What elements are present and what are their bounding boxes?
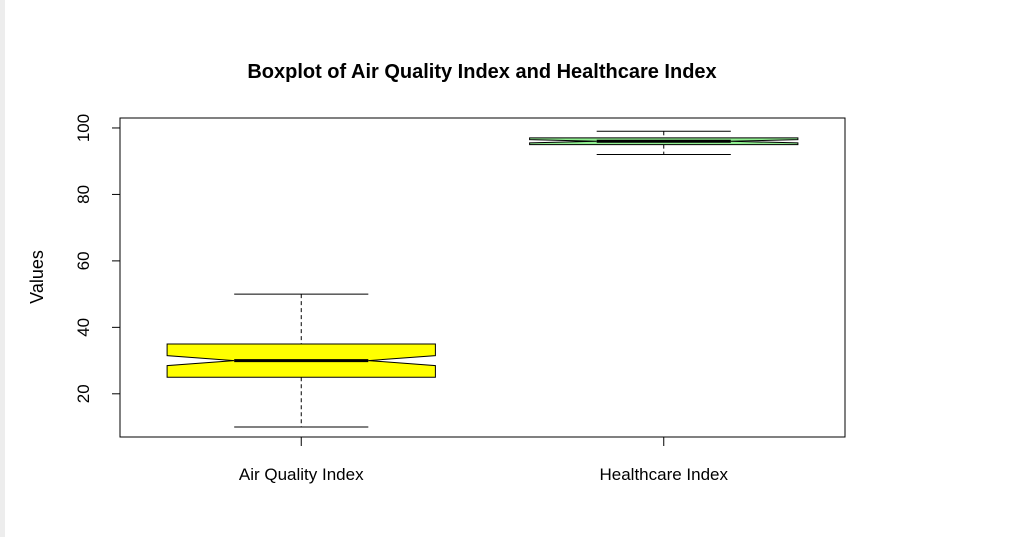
box-1 [529,130,799,156]
plot-area-border [119,117,846,438]
y-axis-title: Values [27,250,47,304]
boxes [166,130,799,428]
box-0 [166,293,436,428]
boxplot-chart: Boxplot of Air Quality Index and Healthc… [27,61,846,484]
y-tick-label-4: 100 [74,114,93,142]
x-tick-label-1: Healthcare Index [599,465,728,484]
x-tick-label-0: Air Quality Index [239,465,364,484]
y-tick-label-1: 40 [74,318,93,337]
y-axis: 20 40 60 80 100 [74,114,121,403]
chart-title: Boxplot of Air Quality Index and Healthc… [247,61,716,83]
x-axis: Air Quality Index Healthcare Index [239,437,729,484]
y-tick-label-0: 20 [74,384,93,403]
y-tick-label-2: 60 [74,251,93,270]
y-tick-label-3: 80 [74,185,93,204]
